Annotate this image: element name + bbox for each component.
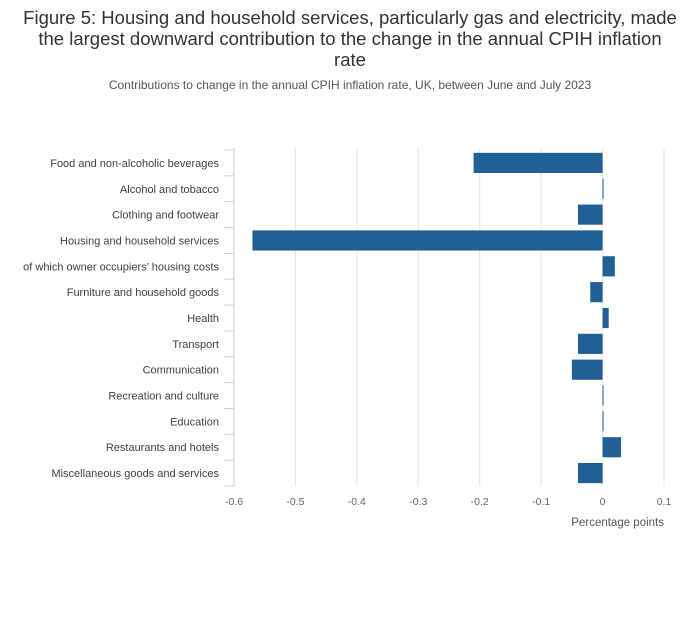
x-tick-label: -0.1 <box>532 496 550 508</box>
x-tick-label: -0.6 <box>225 496 243 508</box>
category-label: Furniture and household goods <box>67 287 220 299</box>
chart-title: Figure 5: Housing and household services… <box>23 7 677 70</box>
bar <box>602 178 604 199</box>
x-tick-label: 0 <box>600 496 606 508</box>
bar <box>602 256 615 277</box>
category-label: Recreation and culture <box>108 391 219 403</box>
bar <box>578 204 603 225</box>
bar <box>602 411 604 432</box>
category-label: Housing and household services <box>60 235 219 247</box>
x-axis-title: Percentage points <box>571 517 664 529</box>
bar-layer <box>252 152 621 484</box>
bar <box>602 385 604 406</box>
bar <box>578 333 603 354</box>
bar <box>602 437 621 458</box>
x-tick-label: -0.2 <box>471 496 489 508</box>
category-label: of which owner occupiers’ housing costs <box>23 261 219 273</box>
bar <box>590 282 603 303</box>
x-tick-label: 0.1 <box>657 496 672 508</box>
category-label-layer: Food and non-alcoholic beverages Alcohol … <box>23 158 219 480</box>
category-label: Transport <box>172 339 219 351</box>
category-label: Communication <box>143 365 219 377</box>
category-label: Restaurants and hotels <box>106 442 220 454</box>
x-tick-label: -0.3 <box>409 496 427 508</box>
category-label: Health <box>187 313 219 325</box>
grid-layer <box>224 148 665 487</box>
x-tick-label: -0.4 <box>348 496 366 508</box>
category-label: Alcohol and tobacco <box>120 184 219 196</box>
bar <box>602 307 609 329</box>
bar <box>578 462 603 484</box>
bar <box>252 230 603 251</box>
bar <box>473 152 603 174</box>
bar <box>571 359 603 380</box>
category-label: Education <box>170 416 219 428</box>
category-label: Miscellaneous goods and services <box>51 468 219 480</box>
x-tick-label: -0.5 <box>286 496 304 508</box>
chart-subtitle: Contributions to change in the annual CP… <box>108 78 592 92</box>
category-label: Clothing and footwear <box>112 210 219 222</box>
tick-label-layer: -0.6 -0.5 -0.4 -0.3 -0.2 -0.1 0 0.1 <box>225 496 671 508</box>
category-label: Food and non-alcoholic beverages <box>50 158 219 170</box>
